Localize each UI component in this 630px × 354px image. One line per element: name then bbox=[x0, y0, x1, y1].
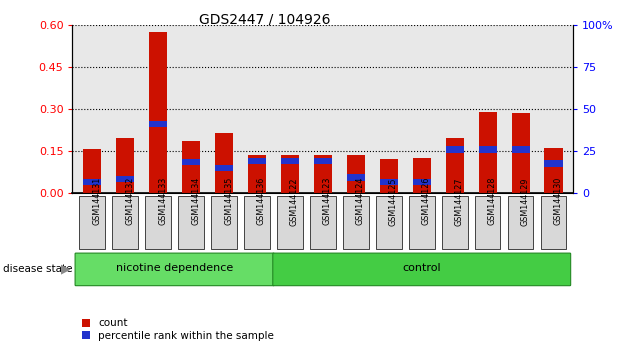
Bar bbox=[479, 112, 496, 193]
Text: GSM144126: GSM144126 bbox=[421, 177, 431, 225]
FancyBboxPatch shape bbox=[244, 196, 270, 249]
Bar bbox=[314, 158, 332, 164]
Text: GSM144130: GSM144130 bbox=[554, 177, 563, 225]
Text: GSM144133: GSM144133 bbox=[158, 177, 167, 225]
Text: GSM144123: GSM144123 bbox=[323, 177, 332, 225]
FancyBboxPatch shape bbox=[541, 196, 566, 249]
Text: nicotine dependence: nicotine dependence bbox=[116, 263, 233, 273]
Bar bbox=[149, 32, 167, 193]
Text: GSM144135: GSM144135 bbox=[224, 177, 233, 225]
Text: GSM144131: GSM144131 bbox=[92, 177, 101, 225]
Text: GSM144127: GSM144127 bbox=[455, 177, 464, 225]
Bar bbox=[215, 165, 233, 171]
Bar bbox=[281, 155, 299, 193]
Bar bbox=[346, 175, 365, 181]
Bar bbox=[83, 149, 101, 193]
Text: GSM144122: GSM144122 bbox=[290, 177, 299, 225]
FancyBboxPatch shape bbox=[475, 196, 500, 249]
FancyBboxPatch shape bbox=[508, 196, 534, 249]
Text: GSM144125: GSM144125 bbox=[389, 177, 398, 225]
Text: GSM144132: GSM144132 bbox=[125, 177, 134, 225]
FancyBboxPatch shape bbox=[409, 196, 435, 249]
Text: GSM144129: GSM144129 bbox=[520, 177, 530, 225]
FancyBboxPatch shape bbox=[310, 196, 336, 249]
FancyBboxPatch shape bbox=[343, 196, 369, 249]
Text: GSM144134: GSM144134 bbox=[191, 177, 200, 225]
Bar bbox=[544, 160, 563, 167]
FancyBboxPatch shape bbox=[277, 196, 303, 249]
FancyBboxPatch shape bbox=[178, 196, 204, 249]
Text: GDS2447 / 104926: GDS2447 / 104926 bbox=[199, 12, 330, 27]
Bar bbox=[512, 147, 530, 153]
Bar bbox=[479, 147, 496, 153]
Bar bbox=[346, 155, 365, 193]
Text: GSM144128: GSM144128 bbox=[488, 177, 496, 225]
Bar bbox=[512, 113, 530, 193]
Bar bbox=[83, 179, 101, 185]
Bar bbox=[182, 141, 200, 193]
FancyBboxPatch shape bbox=[442, 196, 467, 249]
Bar bbox=[149, 121, 167, 127]
FancyBboxPatch shape bbox=[75, 253, 274, 286]
Bar bbox=[544, 148, 563, 193]
Bar bbox=[281, 158, 299, 164]
Bar bbox=[413, 179, 431, 185]
Bar bbox=[248, 155, 266, 193]
Bar bbox=[116, 176, 134, 182]
FancyBboxPatch shape bbox=[273, 253, 571, 286]
Bar bbox=[182, 159, 200, 165]
FancyBboxPatch shape bbox=[112, 196, 138, 249]
FancyBboxPatch shape bbox=[79, 196, 105, 249]
FancyBboxPatch shape bbox=[376, 196, 402, 249]
Text: disease state: disease state bbox=[3, 264, 72, 274]
Text: ▶: ▶ bbox=[61, 263, 71, 275]
Bar bbox=[248, 158, 266, 164]
Text: control: control bbox=[403, 263, 441, 273]
Text: GSM144136: GSM144136 bbox=[257, 177, 266, 225]
Bar bbox=[413, 158, 431, 193]
Text: GSM144124: GSM144124 bbox=[356, 177, 365, 225]
FancyBboxPatch shape bbox=[146, 196, 171, 249]
Bar bbox=[314, 155, 332, 193]
Legend: count, percentile rank within the sample: count, percentile rank within the sample bbox=[77, 314, 278, 345]
Bar bbox=[445, 147, 464, 153]
Bar bbox=[215, 133, 233, 193]
Bar bbox=[116, 138, 134, 193]
Bar bbox=[445, 138, 464, 193]
Bar bbox=[380, 179, 398, 185]
Bar bbox=[380, 159, 398, 193]
FancyBboxPatch shape bbox=[211, 196, 237, 249]
